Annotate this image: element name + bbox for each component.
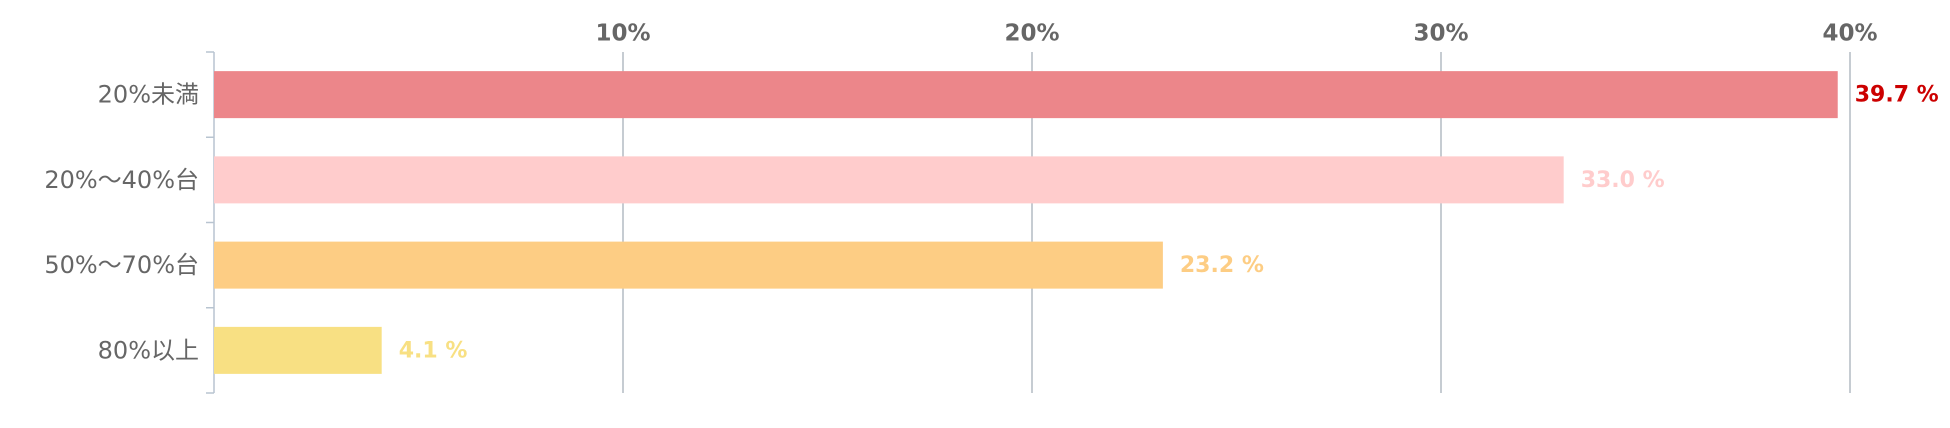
bar: [214, 326, 382, 374]
bar: [214, 71, 1838, 119]
value-label: 4.1 %: [399, 338, 468, 363]
y-tick-label: 20%未満: [98, 81, 199, 109]
bar: [214, 241, 1163, 289]
value-label: 33.0 %: [1581, 168, 1665, 193]
x-tick-label: 40%: [1822, 21, 1877, 47]
value-label: 23.2 %: [1180, 253, 1264, 278]
x-tick-label: 30%: [1413, 21, 1468, 47]
bar: [214, 156, 1564, 204]
x-tick-label: 10%: [595, 21, 650, 47]
y-tick-label: 80%以上: [98, 336, 199, 364]
y-tick-label: 50%〜70%台: [44, 251, 199, 279]
x-tick-label: 20%: [1004, 21, 1059, 47]
y-tick-label: 20%〜40%台: [44, 166, 199, 194]
value-label: 39.7 %: [1855, 83, 1939, 108]
